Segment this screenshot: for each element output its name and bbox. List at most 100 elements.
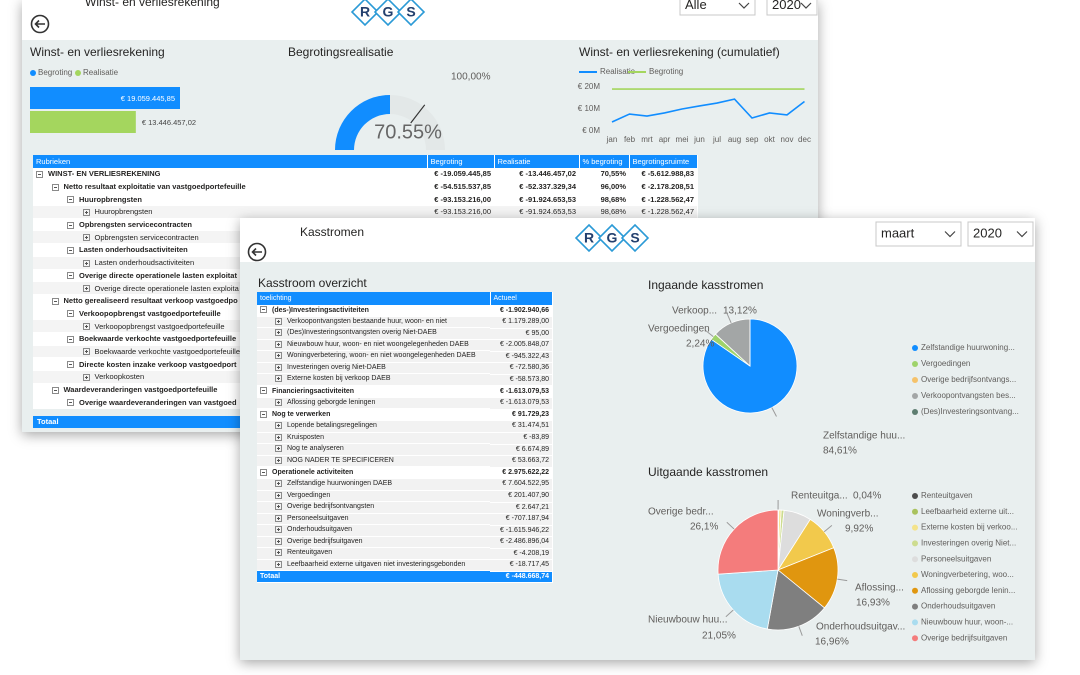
data-label: 21,05% <box>702 631 736 642</box>
pie-slice <box>766 569 826 631</box>
item-row: Onderhoudsuitgaven € -1.615.946,22 <box>257 525 552 537</box>
legend-label: Renteuitgaven <box>921 491 973 500</box>
expand-icon[interactable] <box>67 335 74 343</box>
cell: € -945.322,43 <box>490 351 552 363</box>
expand-icon[interactable] <box>260 306 267 314</box>
legend-label: Begroting <box>649 67 683 76</box>
expand-icon[interactable] <box>275 363 282 371</box>
group-row: Nog te verwerken € 91.729,23 <box>257 409 552 421</box>
chart-title: Begrotingsrealisatie <box>288 45 394 59</box>
item-row: Kruisposten € -83,89 <box>257 432 552 445</box>
expand-icon[interactable] <box>275 503 282 510</box>
expand-icon[interactable] <box>275 549 282 556</box>
logo-letter: S <box>630 230 639 246</box>
expand-icon[interactable] <box>260 387 267 395</box>
expand-icon[interactable] <box>67 310 74 318</box>
expand-icon[interactable] <box>275 456 282 464</box>
table-row: Huuropbrengsten € -93.153.216,00 € -91.924… <box>33 192 697 207</box>
back-button[interactable] <box>247 242 267 262</box>
expand-icon[interactable] <box>67 272 74 280</box>
legend-label: Externe kosten bij verkoo... <box>921 523 1018 532</box>
expand-icon[interactable] <box>275 375 282 382</box>
expand-icon[interactable] <box>82 348 90 356</box>
expand-icon[interactable] <box>275 329 282 336</box>
row-text: Boekwaarde verkochte vastgoedportefeuill… <box>94 346 241 356</box>
expand-icon[interactable] <box>82 323 90 331</box>
expand-icon[interactable] <box>82 373 90 381</box>
data-label: € 13.446.457,02 <box>142 118 196 127</box>
filter-dropdown[interactable]: Alle <box>679 0 756 16</box>
expand-icon[interactable] <box>36 170 43 178</box>
expand-icon[interactable] <box>275 422 282 429</box>
expand-icon[interactable] <box>275 526 282 533</box>
expand-icon[interactable] <box>275 491 282 499</box>
row-text: Onderhoudsuitgaven <box>287 526 352 533</box>
slice-label: Renteuitga... <box>791 491 848 502</box>
row-text: Woningverbetering, woon- en niet woongel… <box>287 352 476 359</box>
expand-icon[interactable] <box>82 208 90 216</box>
row-text: Nog te analyseren <box>287 445 344 452</box>
pie-slice <box>777 547 839 609</box>
expand-icon[interactable] <box>82 285 90 293</box>
filter-dropdown[interactable]: maart <box>875 221 962 247</box>
legend-marker <box>912 345 918 351</box>
x-tick-label: mrt <box>641 135 653 144</box>
filter-dropdown[interactable]: 2020 <box>766 0 818 16</box>
expand-icon[interactable] <box>260 410 267 418</box>
chevron <box>800 2 812 9</box>
cell: € -83,89 <box>490 432 552 445</box>
total-value: € -448.668,74 <box>490 571 552 583</box>
legend-label: Woningverbetering, woo... <box>921 570 1014 579</box>
item-row: Lopende betalingsregelingen € 31.474,51 <box>257 420 552 433</box>
filter-dropdown[interactable]: 2020 <box>967 221 1034 247</box>
x-tick-label: jun <box>693 135 705 144</box>
row-label: Huuropbrengsten <box>33 192 427 207</box>
row-text: WINST- EN VERLIESREKENING <box>48 169 161 179</box>
row-label: Vergoedingen <box>257 490 490 502</box>
row-label: Aflossing geborgde leningen <box>257 397 490 409</box>
expand-icon[interactable] <box>260 468 267 476</box>
filter-value: 2020 <box>973 225 1002 240</box>
expand-icon[interactable] <box>82 259 90 267</box>
cell: € -91.924.653,53 <box>494 192 579 207</box>
expand-icon[interactable] <box>275 398 282 406</box>
expand-icon[interactable] <box>275 514 282 522</box>
cell: € -1.615.946,22 <box>490 525 552 537</box>
expand-icon[interactable] <box>275 340 282 348</box>
slice-label: Zelfstandige huu... <box>823 431 905 442</box>
slice-label: Onderhoudsuitgav... <box>816 622 905 633</box>
legend-label: Leefbaarheid externe uit... <box>921 507 1014 516</box>
data-label: 84,61% <box>823 446 857 457</box>
expand-icon[interactable] <box>67 196 74 204</box>
legend-label: Zelfstandige huurwoning... <box>921 343 1015 352</box>
cell: € -13.446.457,02 <box>494 168 579 181</box>
expand-icon[interactable] <box>51 183 59 191</box>
item-row: Nieuwbouw huur, woon- en niet woongelege… <box>257 339 552 352</box>
expand-icon[interactable] <box>275 445 282 452</box>
data-label: 16,93% <box>856 598 890 609</box>
expand-icon[interactable] <box>67 361 74 369</box>
expand-icon[interactable] <box>51 297 59 305</box>
row-text: Verkoopopbrengst vastgoedportefeuille <box>79 308 221 318</box>
expand-icon[interactable] <box>67 246 74 254</box>
expand-icon[interactable] <box>275 560 282 568</box>
gauge-target-label: 100,00% <box>451 72 491 83</box>
legend-marker <box>912 635 918 642</box>
expand-icon[interactable] <box>275 480 282 487</box>
expand-icon[interactable] <box>67 399 74 407</box>
row-text: Netto resultaat exploitatie van vastgoed… <box>63 182 246 192</box>
expand-icon[interactable] <box>275 352 282 359</box>
back-button[interactable] <box>30 14 50 34</box>
expand-icon[interactable] <box>275 433 282 441</box>
expand-icon[interactable] <box>275 317 282 325</box>
filter-box <box>766 0 818 16</box>
expand-icon[interactable] <box>82 234 90 242</box>
data-label: 9,92% <box>845 524 873 535</box>
expand-icon[interactable] <box>275 537 282 545</box>
expand-icon[interactable] <box>67 221 74 229</box>
cell: € 6.674,89 <box>490 444 552 456</box>
expand-icon[interactable] <box>51 386 59 394</box>
cell: € 91.729,23 <box>490 409 552 421</box>
legend-marker <box>912 556 918 563</box>
row-text: Zelfstandige huurwoningen DAEB <box>287 480 393 487</box>
